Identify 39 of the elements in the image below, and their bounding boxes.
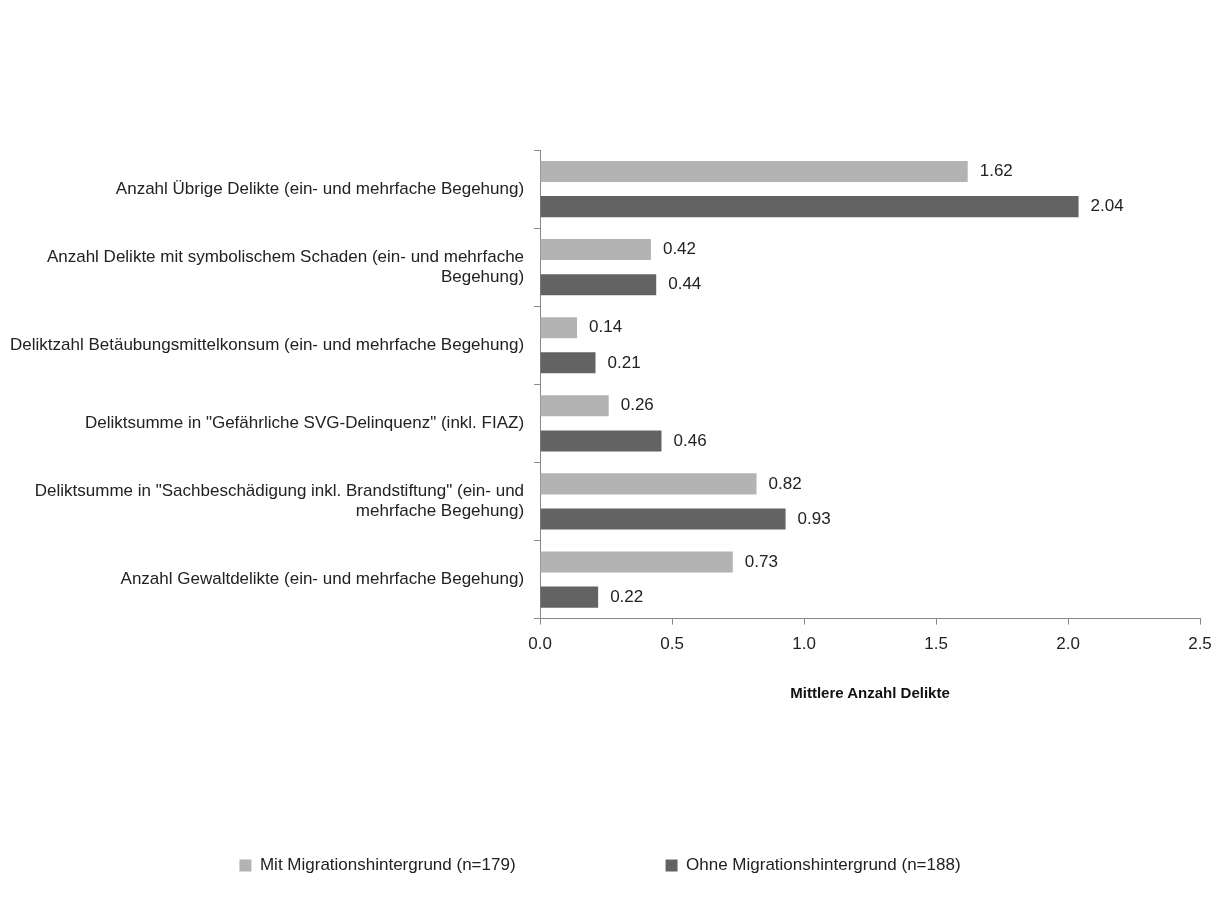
data-label: 0.46 (673, 430, 707, 450)
bar (540, 317, 578, 339)
bar (540, 239, 651, 261)
data-label: 0.21 (607, 352, 641, 372)
x-axis-title: Mittlere Anzahl Delikte (790, 684, 950, 702)
x-tick-label: 1.5 (924, 634, 948, 654)
bar (540, 395, 609, 417)
bar (540, 473, 757, 495)
data-label: 2.04 (1090, 196, 1124, 216)
x-tick-label: 0.5 (660, 634, 684, 654)
x-tick-label: 2.5 (1188, 634, 1212, 654)
legend-label: Mit Migrationshintergrund (n=179) (259, 855, 516, 875)
y-tick-label: Anzahl Gewaltdelikte (ein- und mehrfache Begehung) (120, 569, 525, 589)
x-tick-label: 0.0 (528, 634, 552, 654)
data-label: 0.14 (589, 317, 623, 337)
bar (540, 160, 968, 183)
y-tick-label: Anzahl Delikte mit symbolischem Schaden (ein- und mehrfache Begehung) (46, 246, 525, 287)
bar (540, 274, 657, 296)
data-label: 0.42 (662, 239, 697, 259)
bar (540, 196, 1079, 218)
bar (540, 430, 662, 452)
data-label: 0.82 (768, 473, 802, 493)
legend-label: Ohne Migrationshintergrund (n=188) (686, 855, 961, 875)
x-tick-label: 2.0 (1056, 634, 1080, 654)
bar (540, 586, 599, 608)
x-tick-label: 1.0 (792, 634, 816, 654)
y-tick-label: Deliktzahl Betäubungsmittelkonsum (ein- und mehrfache Begehung) (9, 334, 525, 354)
bar (540, 508, 786, 530)
data-label: 0.44 (668, 274, 702, 294)
data-label: 1.62 (979, 161, 1013, 181)
data-label: 0.93 (797, 508, 831, 528)
y-tick-label: Deliktsumme in "Sachbeschädigung inkl. Brandstiftung" (ein- und mehrfache Begehung) (34, 480, 525, 521)
y-tick-label: Anzahl Übrige Delikte (ein- und mehrfache Begehung) (115, 178, 525, 198)
y-tick-label: Deliktsumme in "Gefährliche SVG-Delinquenz" (inkl. FIAZ) (84, 413, 525, 433)
data-label: 0.22 (610, 586, 644, 606)
bar (540, 352, 596, 374)
bar (540, 551, 733, 573)
data-label: 0.26 (620, 395, 654, 415)
data-label: 0.73 (744, 551, 778, 571)
